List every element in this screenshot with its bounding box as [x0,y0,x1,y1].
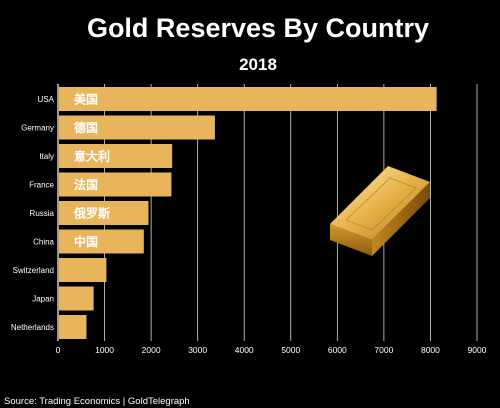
bar [59,144,173,168]
x-tick-label: 9000 [468,345,487,355]
category-label: Germany [21,124,54,133]
category-label: Japan [32,295,54,304]
bar [59,201,149,225]
x-tick-label: 8000 [421,345,440,355]
source-note: Source: Trading Economics | GoldTelegrap… [4,396,190,407]
bar-inner-label: 法国 [74,177,98,192]
x-tick-label: 1000 [95,345,114,355]
bar-inner-label: 德国 [74,120,98,135]
category-label: Italy [39,152,54,161]
bar [59,315,87,339]
bar [59,286,94,311]
x-tick-label: 5000 [281,345,300,355]
x-tick-label: 7000 [374,345,393,355]
bar-inner-label: 意大利 [74,149,110,164]
bar-inner-label: 俄罗斯 [73,206,110,221]
category-label: China [33,238,54,247]
bar [59,258,107,282]
bar-inner-label: 中国 [74,234,98,249]
x-tick-label: 4000 [235,345,254,355]
bar [59,115,215,140]
category-label: France [29,181,54,190]
category-label: Switzerland [13,266,54,275]
x-axis-ticks: 0 1000 2000 3000 4000 5000 6000 7000 8000 9000 [56,345,487,355]
category-labels: USA Germany Italy France Russia China Switzerl… [11,95,55,332]
bar [59,172,172,197]
category-label: USA [38,95,55,104]
x-tick-label: 3000 [188,345,207,355]
gold-bar-icon [330,166,430,256]
x-tick-label: 0 [56,345,61,355]
bar [59,87,437,111]
bar [59,229,144,254]
x-tick-label: 6000 [328,345,347,355]
chart-title: Gold Reserves By Country [87,13,429,43]
bar-inner-label: 美国 [74,92,98,107]
x-tick-label: 2000 [142,345,161,355]
category-label: Netherlands [11,323,54,332]
chart-subtitle: 2018 [239,55,277,74]
category-label: Russia [30,209,55,218]
